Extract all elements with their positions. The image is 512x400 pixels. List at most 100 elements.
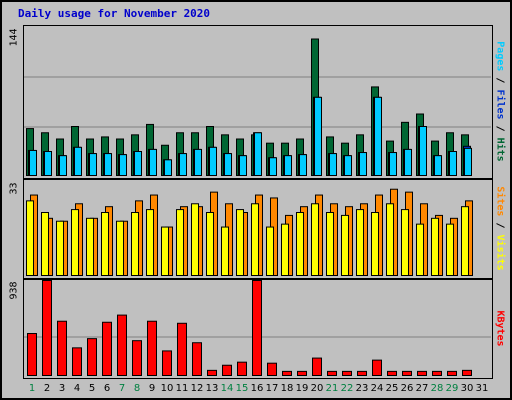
kbytes-bar-11 [177, 322, 187, 377]
files-bar-10 [164, 159, 172, 176]
visits-bar-22 [341, 214, 349, 276]
visits-bar-25 [386, 203, 394, 276]
x-tick-1: 1 [28, 383, 36, 394]
kbytes-bar-17 [267, 362, 277, 377]
panel2-series-label: Sites / Visits [494, 185, 506, 271]
visits-bar-6 [101, 212, 109, 276]
kbytes-bar-12 [192, 342, 202, 376]
files-bar-21 [329, 153, 337, 176]
x-tick-24: 24 [370, 383, 384, 394]
visits-bar-30 [461, 206, 469, 277]
x-tick-27: 27 [415, 383, 429, 394]
x-tick-26: 26 [400, 383, 414, 394]
x-tick-16: 16 [250, 383, 264, 394]
visits-bar-2 [41, 212, 49, 276]
x-tick-4: 4 [73, 383, 81, 394]
kbytes-bar-15 [237, 361, 247, 376]
visits-bar-17 [266, 226, 274, 276]
kbytes-bar-10 [162, 350, 172, 376]
files-bar-15 [239, 155, 247, 177]
x-tick-31: 31 [475, 383, 489, 394]
visits-bar-12 [191, 203, 199, 276]
kbytes-bar-22 [342, 370, 352, 376]
visits-bar-3 [56, 220, 64, 277]
kbytes-bar-9 [147, 320, 157, 377]
kbytes-bar-1 [27, 333, 37, 376]
visits-bar-21 [326, 212, 334, 276]
visits-bar-11 [176, 209, 184, 276]
x-tick-18: 18 [280, 383, 294, 394]
visits-bar-8 [131, 212, 139, 276]
visits-bar-20 [311, 203, 319, 276]
files-bar-16 [254, 132, 262, 176]
files-bar-27 [419, 126, 427, 176]
panel3-ymax-label: 938 [8, 280, 20, 300]
x-tick-5: 5 [88, 383, 96, 394]
files-bar-14 [224, 153, 232, 176]
panel3-series-label: KBytes [493, 279, 507, 377]
kbytes-bar-2 [42, 280, 52, 376]
x-tick-11: 11 [175, 383, 189, 394]
files-bar-8 [134, 151, 142, 176]
kbytes-bar-20 [312, 357, 322, 376]
files-legend-label: Files [494, 88, 506, 120]
files-bar-24 [374, 96, 382, 176]
files-bar-6 [104, 153, 112, 176]
visits-bar-16 [251, 203, 259, 276]
kbytes-bar-6 [102, 321, 112, 376]
visits-bar-1 [26, 200, 34, 276]
panel1-ymax-label: 144 [8, 27, 20, 47]
x-tick-10: 10 [160, 383, 174, 394]
x-tick-8: 8 [133, 383, 141, 394]
hits-legend-label: Hits [494, 137, 506, 162]
x-tick-17: 17 [265, 383, 279, 394]
visits-bar-24 [371, 212, 379, 276]
x-tick-22: 22 [340, 383, 354, 394]
files-bar-19 [299, 154, 307, 176]
sites-legend-label: Sites [494, 185, 506, 216]
x-tick-23: 23 [355, 383, 369, 394]
files-bar-29 [449, 151, 457, 176]
x-tick-29: 29 [445, 383, 459, 394]
x-tick-12: 12 [190, 383, 204, 394]
files-bar-11 [179, 153, 187, 176]
kbytes-bar-19 [297, 370, 307, 376]
files-bar-17 [269, 157, 277, 176]
files-bar-22 [344, 155, 352, 177]
kbytes-bar-8 [132, 340, 142, 377]
files-bar-1 [29, 149, 37, 176]
visits-bar-29 [446, 223, 454, 277]
kbytes-bar-13 [207, 369, 217, 377]
pages-legend-label: Pages [494, 40, 506, 71]
files-bar-12 [194, 148, 202, 177]
files-bar-26 [404, 148, 412, 177]
visits-bar-7 [116, 220, 124, 277]
files-bar-5 [89, 153, 97, 176]
kbytes-bar-14 [222, 364, 232, 376]
x-tick-6: 6 [103, 383, 111, 394]
files-bar-4 [74, 146, 82, 176]
files-bar-3 [59, 155, 67, 177]
x-tick-14: 14 [220, 383, 234, 394]
kbytes-bar-16 [252, 280, 262, 376]
visits-bar-5 [86, 217, 94, 276]
x-tick-2: 2 [43, 383, 51, 394]
kbytes-bar-21 [327, 370, 337, 376]
x-tick-21: 21 [325, 383, 339, 394]
files-bar-18 [284, 155, 292, 177]
kbytes-bar-18 [282, 370, 292, 376]
kbytes-bar-28 [432, 370, 442, 376]
kbytes-bar-26 [402, 370, 412, 376]
x-tick-13: 13 [205, 383, 219, 394]
kbytes-bar-24 [372, 359, 382, 376]
kbytes-bar-5 [87, 338, 97, 377]
files-bar-9 [149, 148, 157, 177]
visits-bar-27 [416, 223, 424, 277]
visits-bar-10 [161, 226, 169, 276]
files-bar-30 [464, 147, 472, 176]
x-tick-30: 30 [460, 383, 474, 394]
kbytes-bar-29 [447, 370, 457, 376]
visits-bar-15 [236, 209, 244, 276]
files-bar-28 [434, 155, 442, 177]
